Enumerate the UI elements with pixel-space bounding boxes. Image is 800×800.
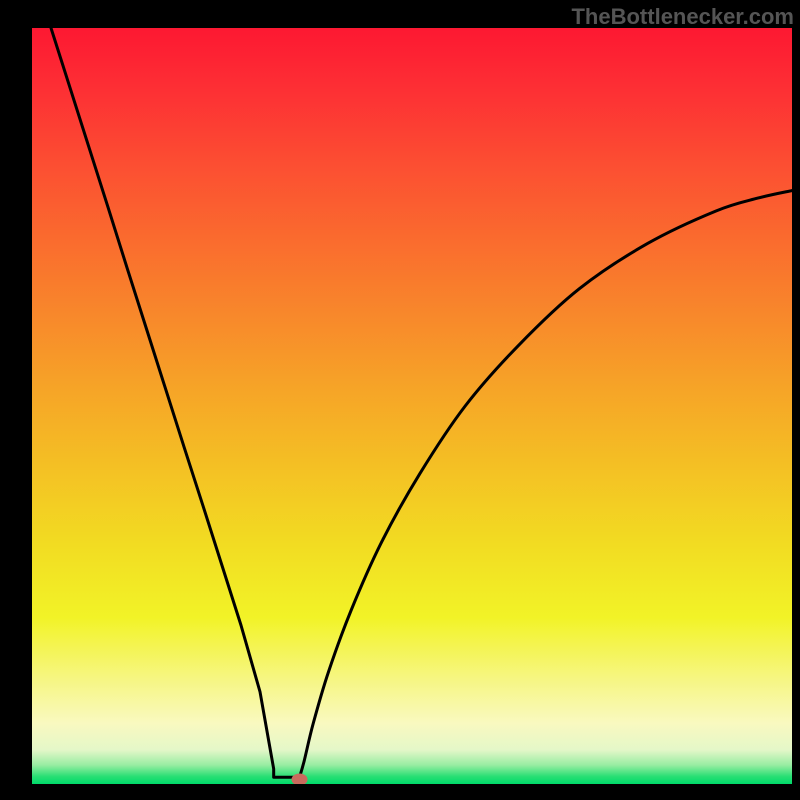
chart-container: TheBottlenecker.com <box>0 0 800 800</box>
gradient-background <box>32 28 792 784</box>
watermark-text: TheBottlenecker.com <box>571 4 794 30</box>
plot-area <box>32 28 792 784</box>
